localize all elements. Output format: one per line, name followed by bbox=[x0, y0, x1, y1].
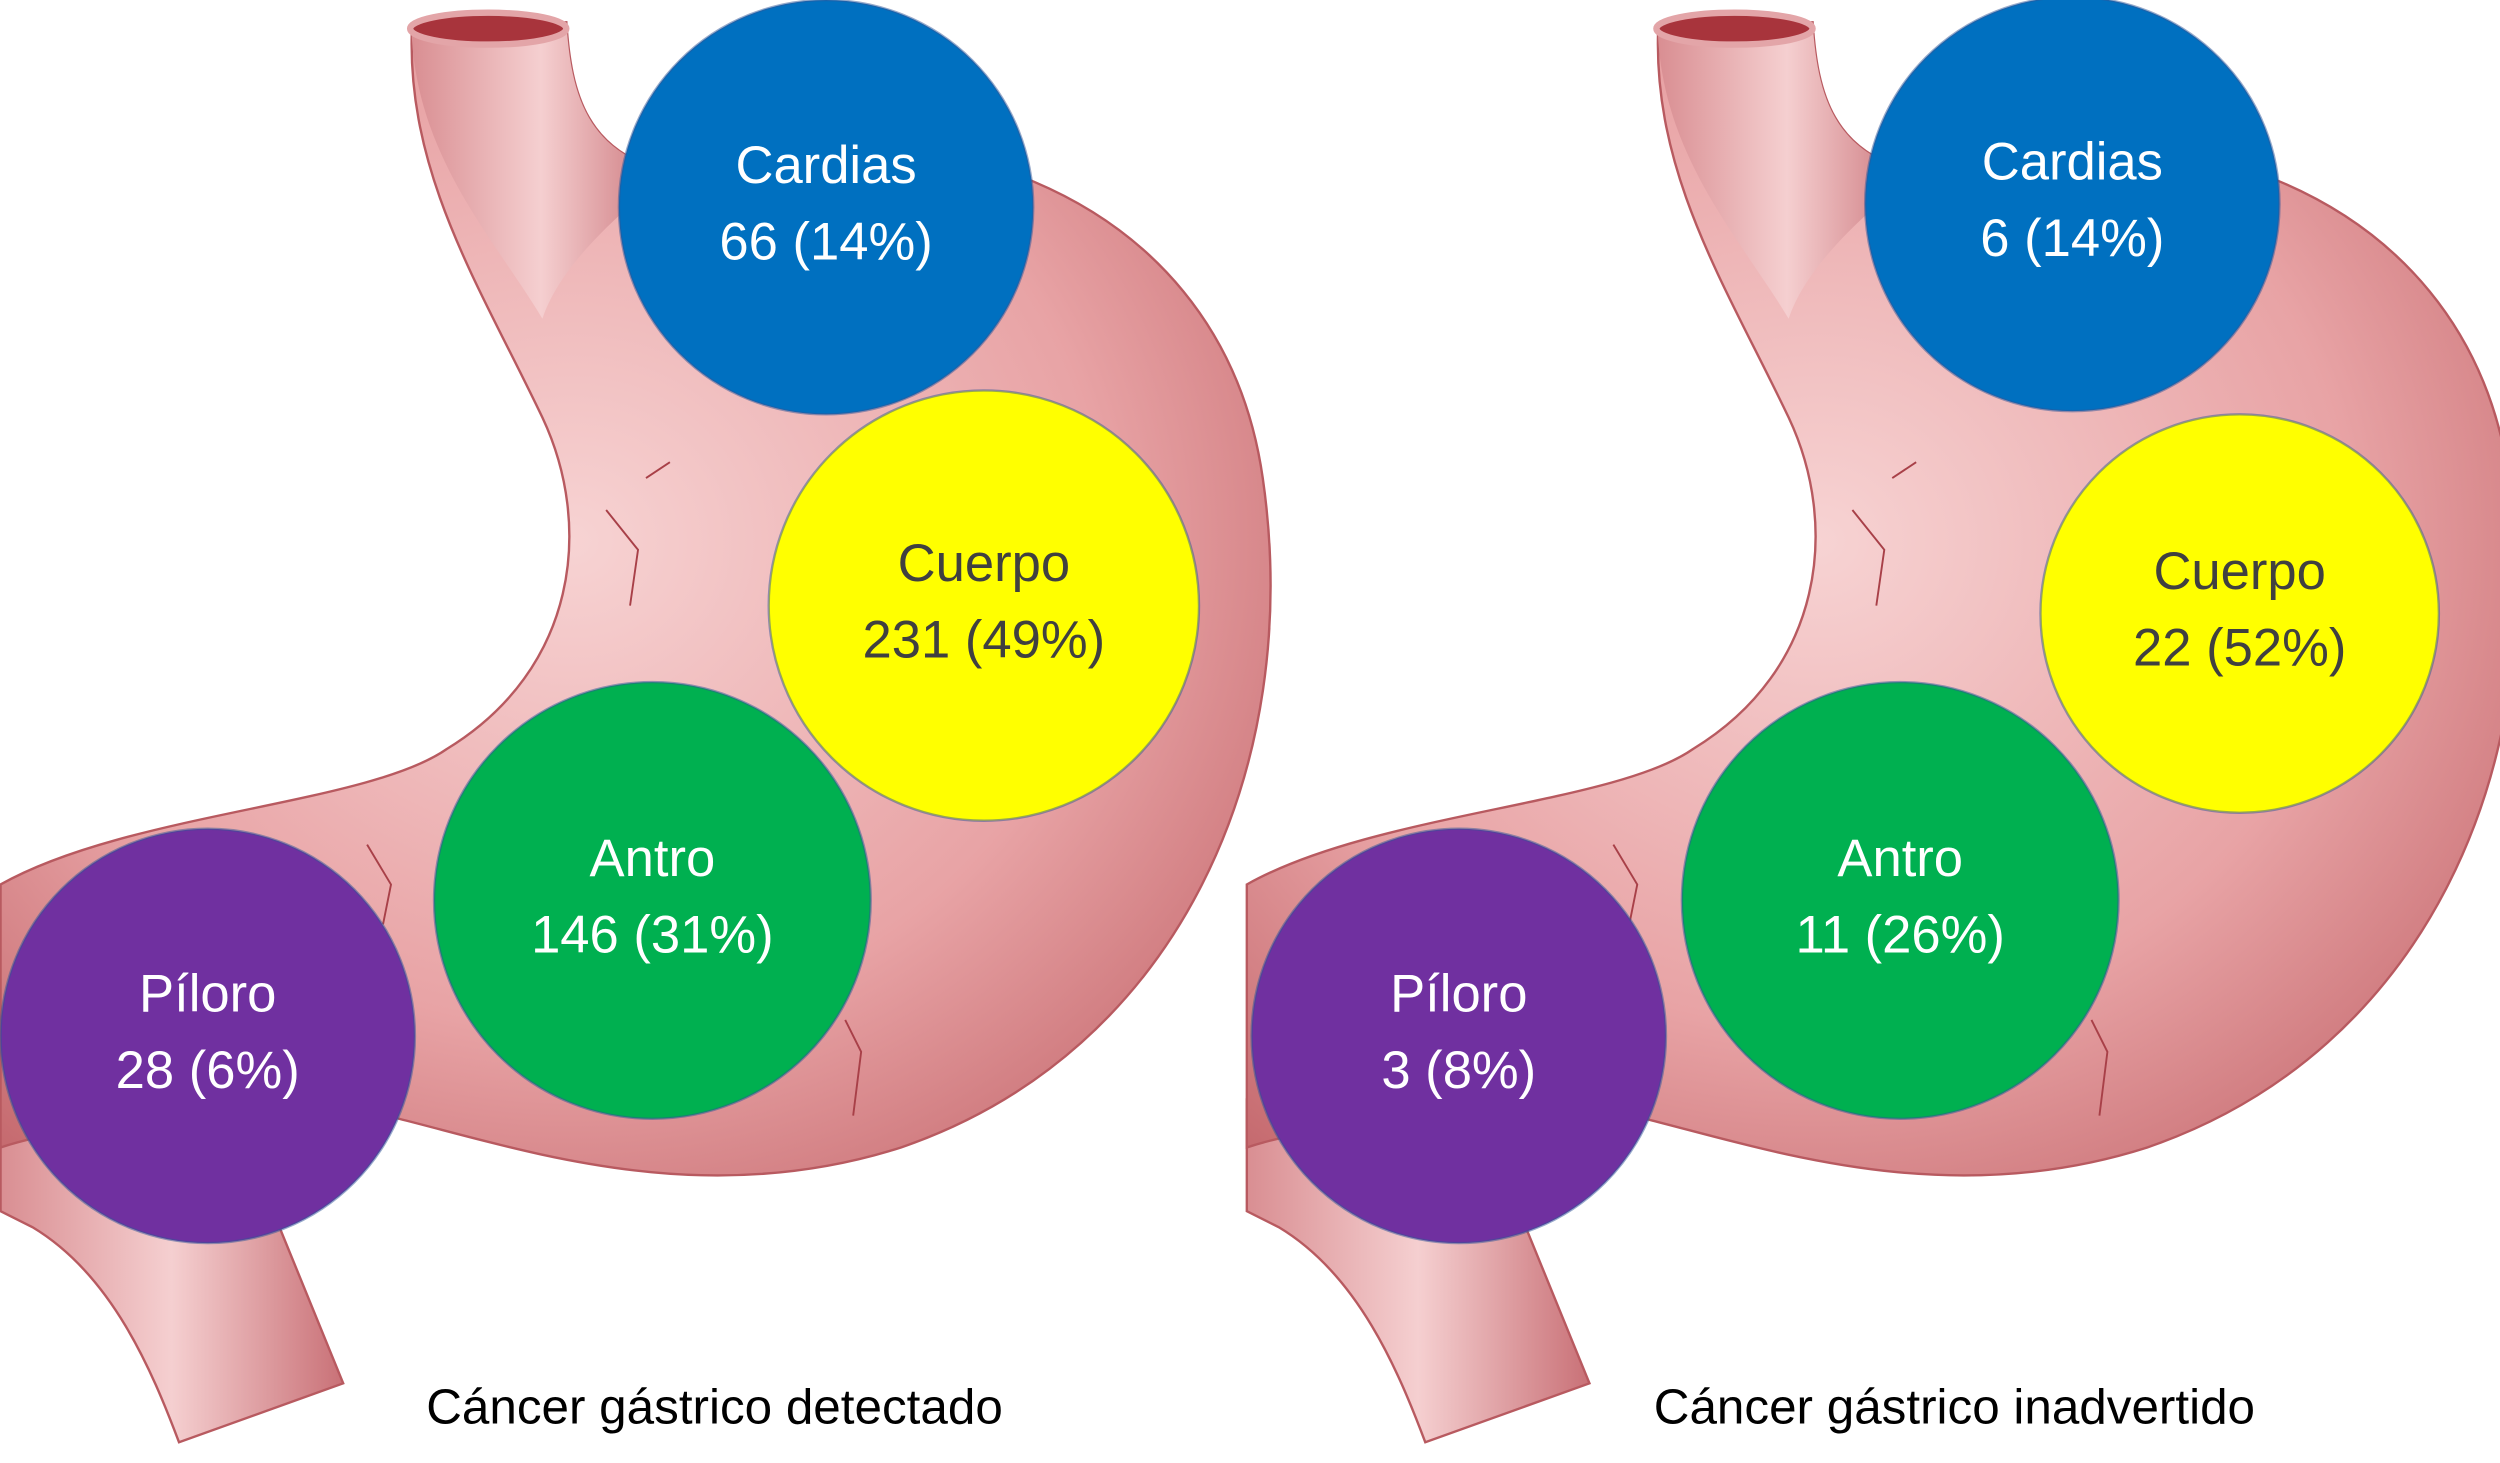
region-count: 22 (52%) bbox=[2133, 619, 2346, 678]
region-circle bbox=[1680, 680, 2120, 1120]
region-name: Cardias bbox=[735, 136, 916, 195]
region-count: 66 (14%) bbox=[719, 212, 932, 271]
region-name: Cuerpo bbox=[2153, 542, 2325, 601]
region-circle bbox=[0, 827, 417, 1245]
region-count: 11 (26%) bbox=[1795, 906, 2004, 965]
region-count: 6 (14%) bbox=[1980, 209, 2164, 268]
panel-caption: Cáncer gástrico inadvertido bbox=[1654, 1379, 2255, 1434]
region-count: 28 (6%) bbox=[116, 1041, 300, 1100]
region-name: Cuerpo bbox=[898, 534, 1070, 593]
region-circle bbox=[1250, 827, 1668, 1245]
region-count: 146 (31%) bbox=[531, 906, 774, 965]
region-count: 3 (8%) bbox=[1381, 1041, 1536, 1100]
region-circle bbox=[767, 389, 1201, 822]
region-name: Píloro bbox=[139, 965, 276, 1024]
region-circle bbox=[2039, 413, 2441, 814]
region-count: 231 (49%) bbox=[863, 611, 1106, 670]
region-name: Antro bbox=[590, 829, 716, 888]
region-circle bbox=[432, 680, 872, 1120]
region-name: Antro bbox=[1837, 829, 1963, 888]
region-circle bbox=[617, 0, 1035, 416]
region-circle bbox=[1864, 0, 2281, 413]
region-name: Cardias bbox=[1982, 133, 2163, 192]
panel-caption: Cáncer gástrico detectado bbox=[426, 1379, 1003, 1434]
region-name: Píloro bbox=[1390, 965, 1527, 1024]
